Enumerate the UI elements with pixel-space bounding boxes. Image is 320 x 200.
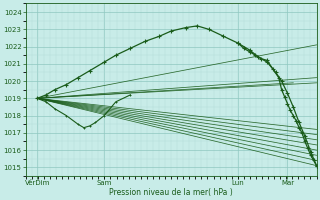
X-axis label: Pression niveau de la mer( hPa ): Pression niveau de la mer( hPa )	[109, 188, 233, 197]
